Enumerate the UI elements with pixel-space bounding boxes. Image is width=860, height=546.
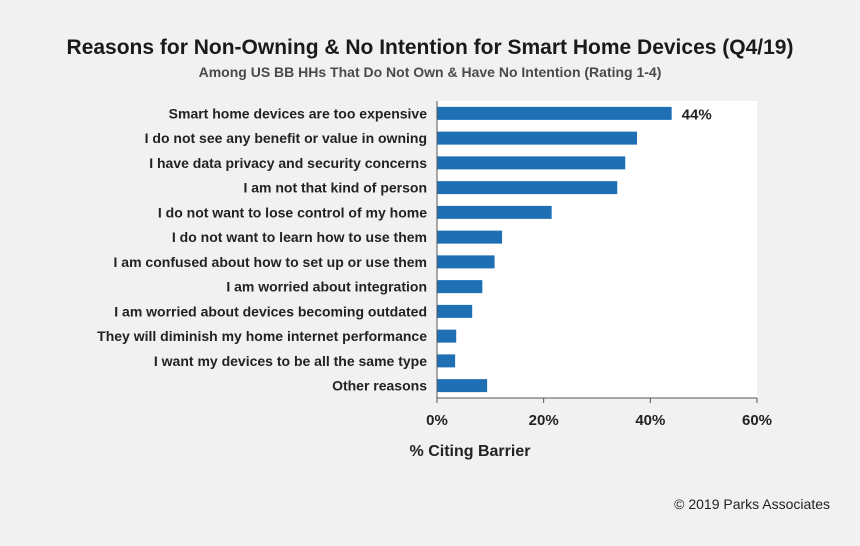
bar-8	[437, 280, 483, 294]
bar-5	[437, 205, 552, 219]
category-label-4: I am not that kind of person	[243, 180, 427, 196]
chart-title: Reasons for Non-Owning & No Intention fo…	[66, 36, 794, 59]
bar-3	[437, 156, 626, 170]
category-label-8: I am worried about integration	[226, 279, 427, 295]
bar-4	[437, 181, 618, 195]
x-axis-title: % Citing Barrier	[410, 443, 531, 460]
bar-2	[437, 131, 637, 145]
plot-area	[437, 101, 757, 398]
category-label-1: Smart home devices are too expensive	[169, 105, 428, 121]
data-label-1: 44%	[682, 106, 712, 123]
copyright-notice: © 2019 Parks Associates	[674, 496, 830, 512]
chart-subtitle: Among US BB HHs That Do Not Own & Have N…	[198, 64, 662, 80]
x-tick-label-1: 0%	[426, 412, 448, 429]
bar-11	[437, 354, 456, 368]
bar-7	[437, 255, 495, 269]
category-label-3: I have data privacy and security concern…	[149, 155, 427, 171]
category-label-12: Other reasons	[332, 378, 427, 394]
x-tick-label-3: 40%	[635, 412, 665, 429]
bar-1	[437, 106, 672, 120]
category-label-11: I want my devices to be all the same typ…	[154, 353, 427, 369]
category-label-5: I do not want to lose control of my home	[158, 204, 427, 220]
category-label-10: They will diminish my home internet perf…	[97, 328, 427, 344]
bar-10	[437, 329, 457, 343]
category-label-9: I am worried about devices becoming outd…	[114, 303, 427, 319]
category-label-2: I do not see any benefit or value in own…	[145, 130, 427, 146]
bar-6	[437, 230, 503, 244]
category-label-7: I am confused about how to set up or use…	[114, 254, 427, 270]
bar-12	[437, 379, 488, 393]
bar-9	[437, 304, 473, 318]
x-tick-label-2: 20%	[529, 412, 559, 429]
category-label-6: I do not want to learn how to use them	[172, 229, 427, 245]
x-tick-label-4: 60%	[742, 412, 772, 429]
